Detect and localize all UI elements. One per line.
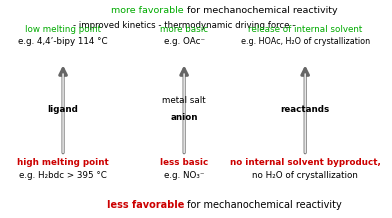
Text: more basic: more basic	[160, 25, 208, 34]
Text: high melting point: high melting point	[17, 158, 109, 167]
Text: e.g. H₂bdc > 395 °C: e.g. H₂bdc > 395 °C	[19, 171, 107, 180]
Text: e.g. HOAc, H₂O of crystallization: e.g. HOAc, H₂O of crystallization	[241, 37, 370, 46]
Text: metal salt: metal salt	[162, 96, 206, 105]
Text: e.g. 4,4’-bipy 114 °C: e.g. 4,4’-bipy 114 °C	[18, 37, 108, 46]
Text: for mechanochemical reactivity: for mechanochemical reactivity	[184, 200, 342, 210]
Text: - improved kinetics - thermodynamic driving force -: - improved kinetics - thermodynamic driv…	[73, 21, 295, 30]
Text: for mechanochemical reactivity: for mechanochemical reactivity	[184, 6, 338, 15]
Text: release of internal solvent: release of internal solvent	[248, 25, 362, 34]
Text: low melting point: low melting point	[25, 25, 101, 34]
Text: no H₂O of crystallization: no H₂O of crystallization	[252, 171, 358, 180]
Text: ligand: ligand	[47, 104, 78, 114]
Text: less basic: less basic	[160, 158, 208, 167]
Text: more favorable: more favorable	[111, 6, 184, 15]
Text: anion: anion	[171, 113, 198, 122]
Text: less favorable: less favorable	[107, 200, 184, 210]
Text: no internal solvent byproduct,: no internal solvent byproduct,	[230, 158, 381, 167]
Text: e.g. OAc⁻: e.g. OAc⁻	[163, 37, 205, 46]
Text: e.g. NO₃⁻: e.g. NO₃⁻	[164, 171, 204, 180]
Text: reactands: reactands	[281, 104, 330, 114]
